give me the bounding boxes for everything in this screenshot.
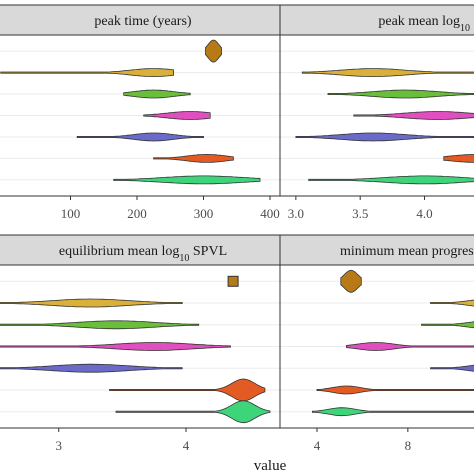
x-axis-label: value <box>254 458 287 474</box>
violin-minimum-mean-progression <box>430 299 474 307</box>
x-tick-label: 300 <box>194 206 214 221</box>
violin-peak-time <box>143 111 211 120</box>
violin-equilibrium-mean <box>0 363 183 373</box>
violin-minimum-mean-progression <box>346 342 474 351</box>
x-tick-label: 3.5 <box>352 206 368 221</box>
x-tick-label: 8 <box>405 438 412 453</box>
violin-minimum-mean-progression <box>340 269 362 293</box>
strip-title-subscript: 10 <box>179 253 189 264</box>
strip-title-main: peak time (years) <box>94 14 192 29</box>
violin-minimum-mean-progression <box>430 364 474 372</box>
text-layer: peak time (years) 100 200 300 400 peak mean l… <box>55 14 474 453</box>
x-tick-label: 3.0 <box>288 206 304 221</box>
violin-peak-time <box>113 175 261 185</box>
violin-peak-mean <box>295 132 474 142</box>
strip-equilibrium-mean <box>0 234 281 266</box>
strip-minimum-mean-progression <box>279 234 474 266</box>
violin-peak-time <box>205 39 222 63</box>
x-tick-label: 4 <box>183 438 190 453</box>
violin-peak-time <box>0 68 175 78</box>
violin-peak-time <box>123 89 191 99</box>
violin-equilibrium-mean <box>109 378 266 402</box>
x-tick-label: 400 <box>260 206 280 221</box>
violin-minimum-mean-progression <box>311 407 474 417</box>
x-tick-label: 4.0 <box>416 206 432 221</box>
x-tick-label: 200 <box>127 206 147 221</box>
violin-peak-time <box>153 153 234 163</box>
violin-point <box>227 275 239 287</box>
strip-title-main: minimum mean progress <box>340 244 474 259</box>
violin-minimum-mean-progression <box>421 321 474 329</box>
violin-minimum-mean-progression <box>316 385 474 395</box>
violin-equilibrium-mean <box>115 400 271 424</box>
violin-peak-mean <box>301 68 474 77</box>
panel-frame-minimum-mean-progression <box>279 264 474 429</box>
violin-peak-mean <box>353 111 474 120</box>
violin-peak-mean <box>327 89 474 99</box>
strip-title-main: equilibrium mean log <box>59 244 180 259</box>
violin-peak-time <box>76 132 204 142</box>
x-tick-label: 3 <box>55 438 62 453</box>
strip-title-peak-mean: peak mean log10 <box>378 14 470 34</box>
violin-peak-mean <box>308 175 474 185</box>
strip-title-subscript: 10 <box>460 23 470 34</box>
strip-title-main: peak mean log <box>378 14 460 29</box>
violin-equilibrium-mean <box>0 342 231 351</box>
x-tick-label: 4 <box>314 438 321 453</box>
strip-title-peak-time: peak time (years) <box>94 14 192 29</box>
violin-equilibrium-mean <box>0 298 183 308</box>
strip-title-suffix: SPVL <box>189 244 227 259</box>
panel-frame-peak-mean <box>279 34 474 197</box>
violin-peak-mean <box>443 153 474 163</box>
strip-peak-time <box>0 4 281 36</box>
x-tick-label: 100 <box>61 206 81 221</box>
strip-title-minimum-mean-progression: minimum mean progress <box>340 244 474 259</box>
grid-layer <box>0 50 474 413</box>
marks-layer <box>0 39 474 424</box>
strip-title-equilibrium-mean: equilibrium mean log10 SPVL <box>59 244 227 264</box>
frames-layer <box>0 4 474 432</box>
violin-equilibrium-mean <box>0 320 200 330</box>
